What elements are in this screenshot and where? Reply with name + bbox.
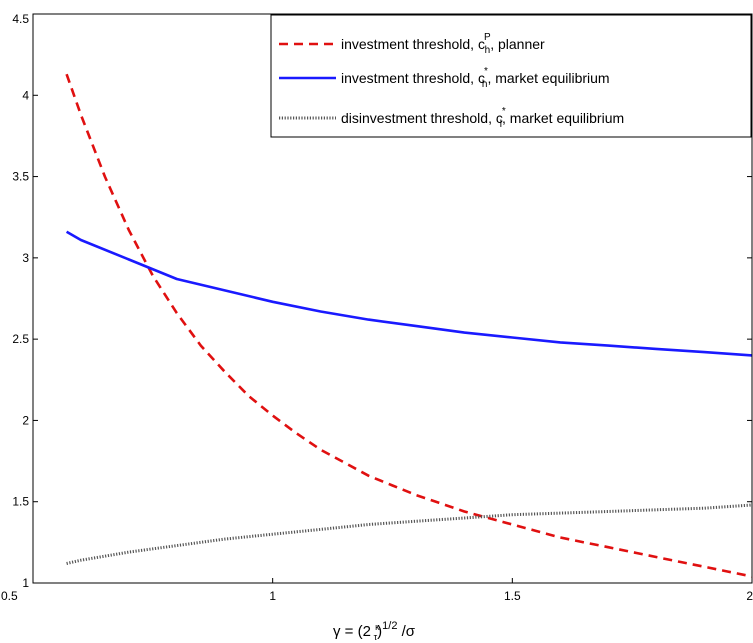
y-tick-label: 4.5 (12, 12, 29, 26)
y-tick-label: 3 (22, 251, 29, 265)
legend-label-2: investment threshold, c* h, market equili… (341, 66, 610, 90)
x-axis-label-frac-den: τ (374, 632, 378, 642)
y-tick-label: 1 (22, 576, 29, 590)
plot-frame (32, 13, 753, 584)
y-tick-label: 2.5 (12, 332, 29, 346)
y-tick-label: 4 (22, 88, 29, 102)
series-line-2 (65, 230, 753, 357)
x-axis-label-superscript: 1/2 (382, 620, 397, 632)
plot-lines (65, 73, 753, 578)
x-tick-label: 1 (269, 589, 276, 603)
legend-label-1: investment threshold, cP h, planner (341, 32, 545, 56)
y-tick-label: 1.5 (12, 495, 29, 509)
x-axis-label-frac-num: κ (375, 622, 380, 632)
x-axis-label-tail: /σ (397, 623, 415, 640)
x-tick-label: 2 (746, 589, 753, 603)
y-tick-label: 2 (22, 413, 29, 427)
axis-ticks: 0.5 1 1.5 2 1 1.5 2 2.5 3 3.5 4 4.5 (1, 12, 753, 603)
x-axis-label-close: ) (377, 623, 382, 640)
x-axis-label-lead: γ = (2 (333, 623, 375, 640)
legend: investment threshold, cP h, planner invest… (270, 14, 752, 138)
series-line-3 (66, 503, 753, 565)
x-tick-label: 1.5 (504, 589, 521, 603)
y-tick-label: 3.5 (12, 170, 29, 184)
legend-label-3: disinvestment threshold, c* l, market equ… (341, 106, 624, 130)
series-line-1 (65, 73, 753, 578)
legend-items: investment threshold, cP h, planner invest… (279, 32, 624, 130)
legend-box (270, 14, 752, 138)
x-axis-label: γ = (2 κ τ)1/2 /σ (333, 620, 416, 642)
x-tick-label: 0.5 (1, 589, 18, 603)
